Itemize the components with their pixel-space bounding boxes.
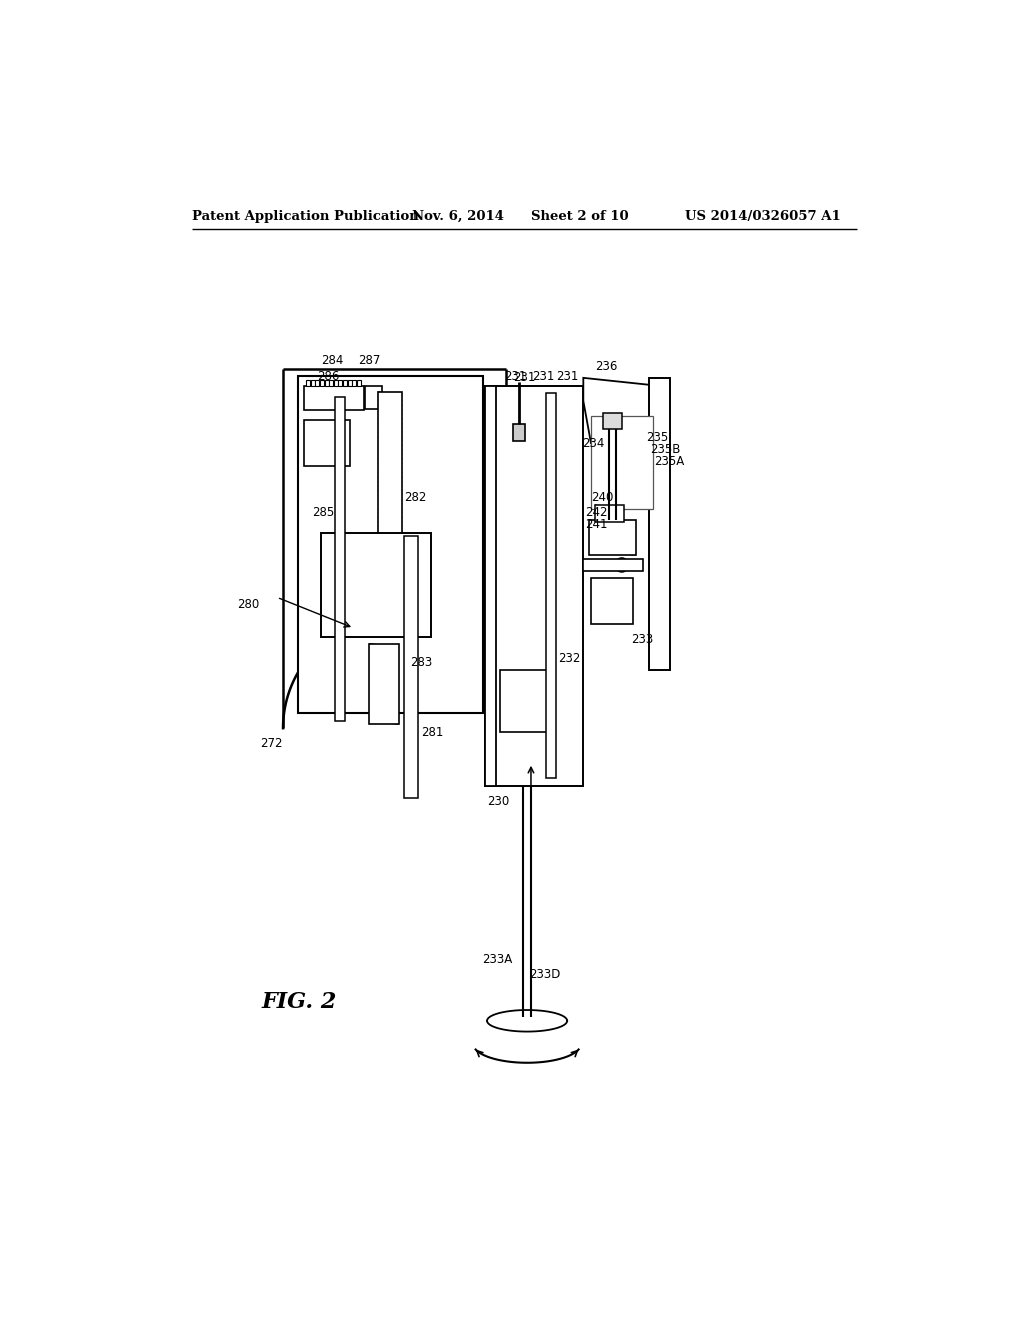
Text: US 2014/0326057 A1: US 2014/0326057 A1 bbox=[685, 210, 841, 223]
Bar bbox=[352, 387, 357, 409]
Bar bbox=[590, 520, 636, 554]
Bar bbox=[358, 387, 362, 409]
Bar bbox=[335, 387, 340, 409]
Bar bbox=[323, 387, 328, 409]
Text: 272: 272 bbox=[260, 737, 283, 750]
Bar bbox=[336, 397, 345, 721]
Bar bbox=[484, 385, 496, 785]
Bar bbox=[357, 380, 360, 385]
Bar bbox=[306, 380, 310, 385]
Text: 231: 231 bbox=[556, 370, 579, 383]
Text: 242: 242 bbox=[585, 506, 607, 519]
Bar bbox=[352, 380, 356, 385]
Text: 241: 241 bbox=[585, 517, 607, 531]
Text: 232: 232 bbox=[558, 652, 581, 665]
Bar bbox=[298, 376, 483, 713]
Text: 235: 235 bbox=[646, 432, 669, 445]
Text: 231: 231 bbox=[532, 370, 554, 383]
Text: Nov. 6, 2014: Nov. 6, 2014 bbox=[412, 210, 504, 223]
Bar bbox=[346, 387, 351, 409]
Bar bbox=[329, 387, 334, 409]
Bar bbox=[317, 387, 322, 409]
Bar bbox=[547, 393, 556, 779]
Text: 233D: 233D bbox=[529, 968, 561, 981]
Bar bbox=[319, 380, 324, 385]
Bar bbox=[365, 385, 382, 409]
Text: 283: 283 bbox=[410, 656, 432, 669]
Bar bbox=[370, 644, 398, 725]
Bar bbox=[403, 536, 418, 797]
Text: 234: 234 bbox=[583, 437, 605, 450]
Text: Patent Application Publication: Patent Application Publication bbox=[193, 210, 419, 223]
Text: 281: 281 bbox=[421, 726, 443, 739]
Bar bbox=[315, 380, 319, 385]
Text: 286: 286 bbox=[317, 370, 340, 383]
Text: FIG. 2: FIG. 2 bbox=[261, 990, 337, 1012]
Bar bbox=[330, 380, 333, 385]
Bar bbox=[591, 416, 652, 508]
Text: 284: 284 bbox=[322, 354, 344, 367]
Bar bbox=[649, 378, 671, 671]
Text: 280: 280 bbox=[237, 598, 259, 611]
Text: 230: 230 bbox=[487, 795, 509, 808]
Bar bbox=[500, 671, 554, 733]
Bar bbox=[310, 380, 314, 385]
Bar bbox=[343, 380, 347, 385]
Text: 231: 231 bbox=[514, 371, 536, 384]
Bar bbox=[595, 506, 625, 521]
Text: 233A: 233A bbox=[482, 953, 512, 966]
Bar bbox=[304, 420, 350, 466]
Bar bbox=[339, 380, 342, 385]
Bar bbox=[378, 392, 402, 553]
Text: 282: 282 bbox=[403, 491, 426, 504]
Text: 233: 233 bbox=[631, 634, 653, 647]
Text: 231: 231 bbox=[505, 370, 526, 383]
Text: 236: 236 bbox=[595, 360, 617, 372]
Bar bbox=[325, 380, 329, 385]
Bar bbox=[484, 385, 584, 785]
Bar bbox=[340, 387, 345, 409]
Bar bbox=[348, 380, 351, 385]
Text: Sheet 2 of 10: Sheet 2 of 10 bbox=[531, 210, 629, 223]
Text: 235B: 235B bbox=[650, 444, 681, 455]
Bar bbox=[304, 385, 364, 411]
Bar bbox=[591, 578, 634, 624]
Bar bbox=[584, 558, 643, 572]
Bar bbox=[321, 533, 431, 638]
Bar bbox=[311, 387, 316, 409]
Bar bbox=[603, 412, 622, 429]
Text: 240: 240 bbox=[591, 491, 613, 504]
Bar bbox=[305, 387, 310, 409]
Text: 287: 287 bbox=[357, 354, 380, 367]
Bar bbox=[334, 380, 338, 385]
Text: 235A: 235A bbox=[654, 454, 684, 467]
Bar bbox=[513, 424, 525, 441]
Text: 285: 285 bbox=[312, 506, 335, 519]
